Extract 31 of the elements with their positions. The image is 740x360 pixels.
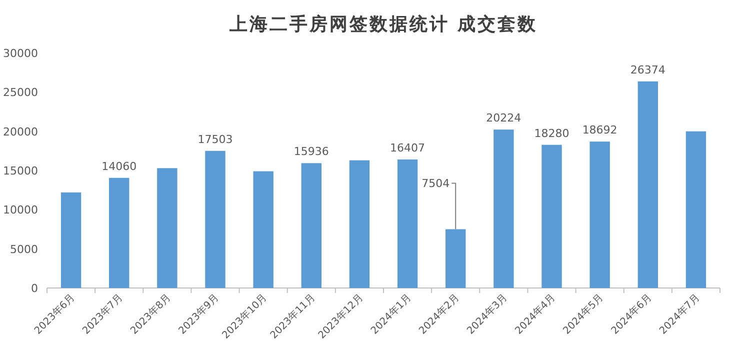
y-tick-label: 20000: [3, 125, 38, 138]
y-tick-label: 15000: [3, 164, 38, 178]
bar: [301, 163, 322, 288]
bar: [349, 160, 370, 288]
data-label: 15936: [294, 145, 329, 158]
data-label: 18692: [582, 124, 618, 137]
bar: [109, 178, 130, 288]
data-label: 17503: [198, 132, 233, 146]
bar: [590, 142, 610, 288]
chart-title: 上海二手房网签数据统计 成交套数: [228, 14, 538, 35]
data-label: 7504: [422, 177, 450, 190]
data-label: 20224: [486, 112, 522, 125]
bar: [446, 229, 466, 288]
bar: [686, 131, 706, 288]
bar: [253, 171, 274, 288]
data-label: 14060: [102, 160, 137, 173]
y-tick-label: 25000: [3, 86, 38, 100]
bar: [397, 159, 418, 288]
bar: [494, 130, 514, 288]
y-tick-label: 30000: [3, 47, 38, 60]
y-tick-label: 0: [31, 282, 38, 295]
data-label: 16407: [390, 141, 426, 154]
bar: [205, 150, 226, 288]
y-tick-label: 10000: [3, 204, 38, 217]
data-label: 18280: [534, 126, 570, 140]
bar: [60, 192, 82, 288]
bar: [157, 168, 178, 288]
bar: [542, 144, 562, 288]
bar: [638, 81, 658, 288]
y-tick-label: 5000: [10, 242, 38, 256]
data-label: 26374: [630, 63, 666, 76]
